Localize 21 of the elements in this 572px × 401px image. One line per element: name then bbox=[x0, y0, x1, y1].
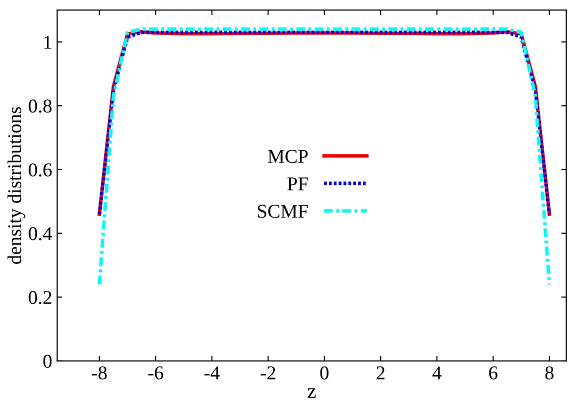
y-tick-label: 0.8 bbox=[28, 100, 52, 113]
line-series bbox=[98, 27, 552, 286]
x-tick-label: -6 bbox=[148, 366, 164, 380]
x-tick-label: 6 bbox=[489, 366, 498, 380]
y-tick-label: 0 bbox=[43, 354, 52, 368]
x-tick-label: 4 bbox=[432, 366, 442, 380]
x-tick-label: 2 bbox=[376, 366, 384, 380]
legend-label: MCP bbox=[268, 150, 308, 163]
x-tick-label: -2 bbox=[260, 366, 276, 380]
x-tick-label: 8 bbox=[545, 366, 554, 380]
x-tick-label: -8 bbox=[92, 366, 107, 380]
y-tick-label: 0.4 bbox=[28, 227, 52, 240]
y-tick-label: 0.6 bbox=[28, 163, 52, 177]
x-tick-label: 0 bbox=[320, 366, 329, 380]
y-tick-label: 1 bbox=[44, 36, 52, 49]
legend-label: SCMF bbox=[258, 204, 308, 218]
legend-label: PF bbox=[287, 177, 308, 190]
y-axis-title: density distributions bbox=[8, 107, 26, 264]
x-tick-label: -4 bbox=[204, 366, 220, 380]
y-tick-label: 0.2 bbox=[28, 290, 52, 304]
x-axis-title: z bbox=[308, 388, 316, 398]
